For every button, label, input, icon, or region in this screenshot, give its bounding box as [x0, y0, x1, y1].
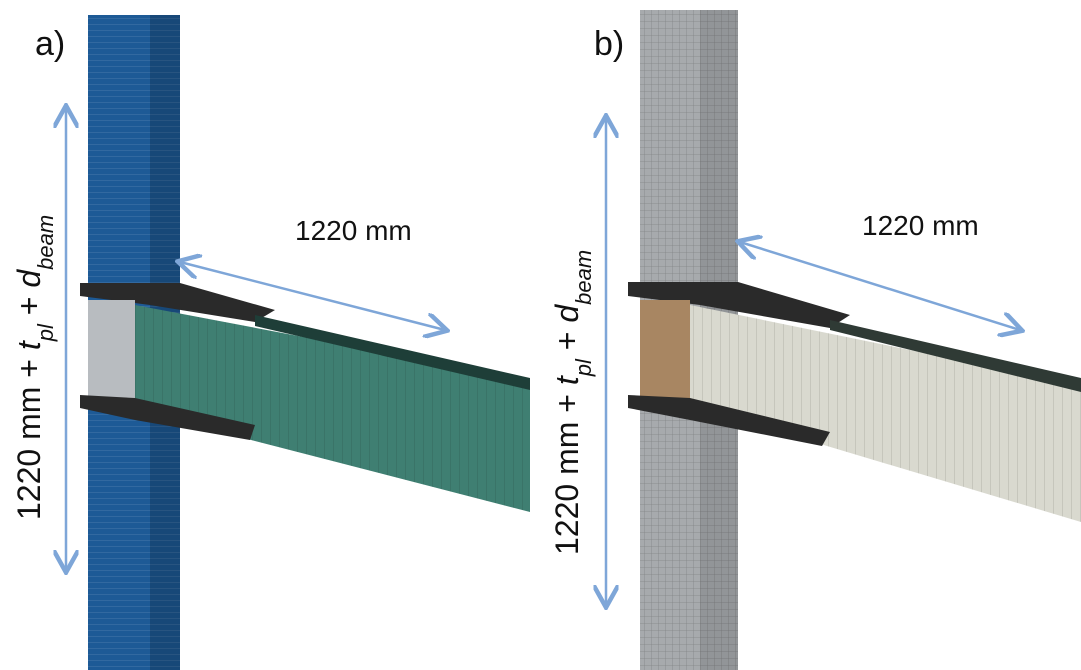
- beam-length-label: 1220 mm: [862, 210, 979, 241]
- panel-label: b): [594, 25, 624, 63]
- text: +: [549, 323, 585, 359]
- subscript: beam: [571, 250, 596, 305]
- text: 1220 mm +: [549, 385, 585, 555]
- panel-zone: [88, 300, 135, 405]
- beam-length-label: 1220 mm: [295, 215, 412, 246]
- column-height-label: 1220 mm + tpl + dbeam: [11, 215, 58, 520]
- subscript: pl: [33, 323, 58, 342]
- panel-zone: [640, 300, 690, 405]
- subscript: beam: [33, 215, 58, 270]
- column-height-label: 1220 mm + tpl + dbeam: [549, 250, 596, 555]
- text: d: [11, 269, 47, 288]
- subscript: pl: [571, 358, 596, 377]
- figure: a) 1220 mm 1220 mm + tpl + dbeam b) 1220…: [0, 0, 1081, 670]
- text: +: [11, 288, 47, 324]
- panel-b: b) 1220 mm 1220 mm + tpl + dbeam: [549, 10, 1081, 670]
- panel-a: a) 1220 mm 1220 mm + tpl + dbeam: [11, 15, 530, 670]
- text: d: [549, 304, 585, 323]
- panel-label: a): [35, 25, 65, 63]
- text: 1220 mm +: [11, 350, 47, 520]
